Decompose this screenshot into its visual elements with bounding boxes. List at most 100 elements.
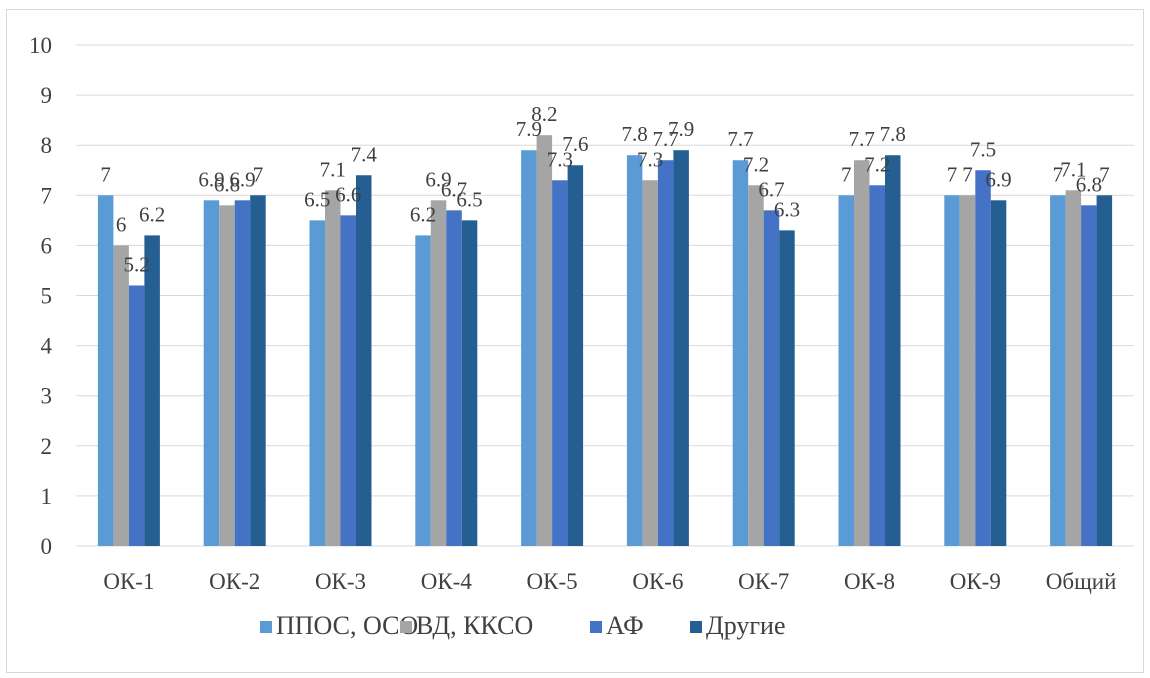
bar: [854, 160, 870, 547]
data-label: 7.3: [637, 147, 663, 171]
data-label: 6.8: [1076, 172, 1102, 196]
bar: [1081, 205, 1097, 546]
bar: [309, 220, 325, 546]
bar: [113, 245, 129, 546]
data-label: 7.9: [516, 117, 542, 141]
x-tick-label: ОК-9: [950, 569, 1001, 594]
data-label: 7: [100, 162, 111, 186]
y-tick-label: 9: [41, 83, 53, 108]
y-tick-label: 10: [29, 33, 52, 58]
data-label: 7: [1053, 162, 1064, 186]
bar: [97, 195, 114, 547]
data-label: 6.8: [214, 172, 240, 196]
data-label: 6.5: [304, 187, 330, 211]
bar: [144, 235, 160, 546]
legend-swatch: [690, 621, 702, 633]
y-tick-label: 1: [41, 484, 53, 509]
bar: [869, 185, 885, 546]
data-labels: 765.26.26.96.86.976.57.16.67.46.26.96.76…: [100, 102, 1109, 276]
bar: [128, 285, 145, 546]
bar: [250, 195, 266, 547]
legend-swatch: [260, 621, 272, 633]
y-tick-label: 2: [41, 434, 53, 459]
data-label: 7: [841, 162, 852, 186]
bar: [779, 230, 795, 546]
bar: [461, 220, 478, 546]
data-label: 7: [1099, 162, 1110, 186]
x-tick-label: ОК-5: [527, 569, 578, 594]
bar: [642, 180, 658, 546]
bar: [340, 215, 356, 546]
data-label: 6.6: [335, 182, 361, 206]
data-label: 7.1: [320, 157, 346, 181]
y-tick-label: 7: [41, 183, 53, 208]
y-tick-label: 5: [41, 284, 53, 309]
data-label: 6.5: [456, 187, 482, 211]
x-tick-label: ОК-4: [421, 569, 473, 594]
bar: [944, 195, 960, 547]
legend-entry: ППОС, ОСО: [276, 611, 418, 640]
x-tick-label: ОК-1: [103, 569, 154, 594]
data-label: 7.4: [351, 142, 378, 166]
data-label: 7.9: [668, 117, 694, 141]
x-tick-label: ОК-7: [738, 569, 789, 594]
data-label: 7.8: [622, 122, 648, 146]
data-label: 7.2: [743, 152, 769, 176]
bar: [763, 210, 780, 546]
data-label: 7.7: [849, 127, 875, 151]
data-label: 7.1: [1060, 157, 1086, 181]
bar: [657, 160, 674, 547]
bar: [521, 150, 537, 546]
legend-entry: Другие: [706, 611, 786, 640]
y-axis-ticks: 0 1 2 3 4 5 6 7 8 9 10: [29, 33, 53, 559]
bar: [1065, 190, 1082, 547]
bars: [97, 135, 1113, 547]
bar: [536, 135, 553, 546]
x-tick-label: ОК-8: [844, 569, 895, 594]
bar: [959, 195, 976, 547]
bar: [325, 190, 341, 547]
data-label: 7.3: [547, 147, 573, 171]
bar: [356, 175, 372, 546]
x-tick-label: ОК-6: [632, 569, 683, 594]
bar: [234, 200, 251, 546]
data-label: 7: [253, 162, 264, 186]
data-label: 8.2: [531, 102, 557, 126]
data-label: 7.7: [727, 127, 753, 151]
data-label: 6: [116, 212, 127, 236]
data-label: 7.8: [880, 122, 906, 146]
data-label: 6.2: [139, 202, 165, 226]
bar: [673, 150, 689, 546]
data-label: 6.9: [425, 167, 451, 191]
bar: [1050, 195, 1066, 547]
y-tick-label: 0: [41, 534, 53, 559]
legend-swatch: [590, 621, 602, 633]
data-label: 6.3: [774, 197, 800, 221]
data-label: 6.7: [441, 177, 467, 201]
y-tick-label: 3: [41, 384, 53, 409]
bar: [203, 200, 220, 546]
legend-entry: ВД, ККСО: [416, 611, 533, 640]
bar: [415, 235, 431, 546]
legend-swatch: [400, 621, 412, 633]
bar: [838, 195, 854, 547]
bar: [732, 160, 749, 547]
y-tick-label: 8: [41, 133, 53, 158]
bar: [552, 180, 568, 546]
bar: [626, 155, 643, 546]
legend-entry: АФ: [606, 611, 644, 640]
bar: [567, 165, 584, 547]
data-label: 7: [947, 162, 958, 186]
data-label: 6.9: [229, 167, 255, 191]
data-label: 7.2: [864, 152, 890, 176]
x-tick-label: Общий: [1046, 569, 1117, 594]
y-tick-label: 6: [41, 233, 53, 258]
bar: [446, 210, 462, 546]
data-label: 7.5: [970, 137, 996, 161]
y-tick-label: 4: [41, 334, 53, 359]
bar: [219, 205, 235, 546]
data-label: 5.2: [124, 252, 150, 276]
data-label: 6.9: [985, 167, 1011, 191]
